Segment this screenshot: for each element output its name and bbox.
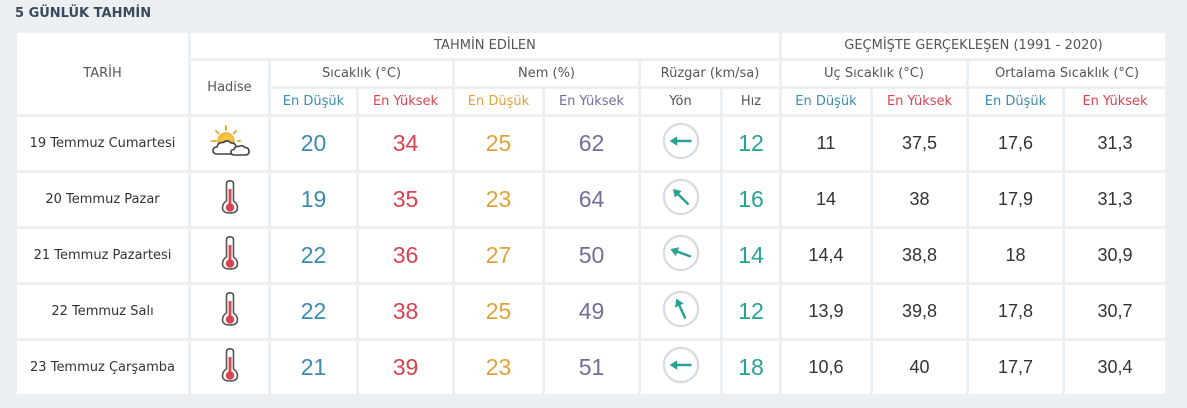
temp-min-cell: 19 [271, 173, 356, 226]
wind-direction-arrow-icon [662, 234, 699, 272]
extreme-max-cell: 37,5 [873, 117, 966, 170]
temp-min-cell: 22 [271, 285, 356, 338]
wind-direction-cell [641, 173, 720, 226]
temp-min-cell: 20 [271, 117, 356, 170]
hadise-cell [191, 173, 268, 226]
extreme-max-cell: 38,8 [873, 229, 966, 282]
header-uc-max: En Yüksek [873, 89, 966, 114]
average-min-cell: 17,9 [969, 173, 1062, 226]
wind-direction-arrow-icon [662, 290, 699, 328]
wind-direction-arrow-icon [662, 178, 699, 216]
humidity-min-cell: 27 [455, 229, 542, 282]
wind-speed-cell: 14 [723, 229, 779, 282]
humidity-max-cell: 64 [545, 173, 638, 226]
temp-min-cell: 22 [271, 229, 356, 282]
extreme-min-cell: 14 [782, 173, 870, 226]
hadise-cell [191, 285, 268, 338]
temp-max-cell: 39 [359, 341, 452, 394]
temp-max-cell: 34 [359, 117, 452, 170]
extreme-min-cell: 13,9 [782, 285, 870, 338]
header-hadise: Hadise [191, 61, 268, 114]
temp-min-cell: 21 [271, 341, 356, 394]
average-max-cell: 31,3 [1065, 173, 1165, 226]
header-tarih: TARİH [17, 33, 188, 114]
humidity-max-cell: 49 [545, 285, 638, 338]
header-uc-sicaklik: Uç Sıcaklık (°C) [782, 61, 966, 86]
humidity-max-cell: 62 [545, 117, 638, 170]
thermometer-icon [221, 347, 238, 382]
header-sicaklik: Sıcaklık (°C) [271, 61, 452, 86]
average-min-cell: 17,7 [969, 341, 1062, 394]
date-cell: 19 Temmuz Cumartesi [17, 117, 188, 170]
forecast-table: TARİH TAHMİN EDİLEN GEÇMİŞTE GERÇEKLEŞEN… [14, 30, 1168, 397]
hadise-cell [191, 341, 268, 394]
humidity-min-cell: 25 [455, 285, 542, 338]
header-ortalama-max: En Yüksek [1065, 89, 1165, 114]
header-hiz: Hız [723, 89, 779, 114]
header-sicaklik-min: En Düşük [271, 89, 356, 114]
date-cell: 23 Temmuz Çarşamba [17, 341, 188, 394]
average-max-cell: 31,3 [1065, 117, 1165, 170]
average-max-cell: 30,9 [1065, 229, 1165, 282]
table-row: 22 Temmuz Salı 22 38 25 49 12 13,9 39,8 … [17, 285, 1165, 338]
header-tahmin-edilen: TAHMİN EDİLEN [191, 33, 779, 58]
header-uc-min: En Düşük [782, 89, 870, 114]
extreme-max-cell: 38 [873, 173, 966, 226]
average-max-cell: 30,7 [1065, 285, 1165, 338]
table-row: 20 Temmuz Pazar 19 35 23 64 16 14 38 17,… [17, 173, 1165, 226]
thermometer-icon [221, 291, 238, 326]
humidity-max-cell: 50 [545, 229, 638, 282]
thermometer-icon [221, 235, 238, 270]
header-ortalama-min: En Düşük [969, 89, 1062, 114]
header-nem: Nem (%) [455, 61, 638, 86]
section-title: 5 GÜNLÜK TAHMİN [15, 6, 152, 21]
extreme-max-cell: 39,8 [873, 285, 966, 338]
temp-max-cell: 35 [359, 173, 452, 226]
hadise-cell [191, 229, 268, 282]
extreme-min-cell: 14,4 [782, 229, 870, 282]
extreme-max-cell: 40 [873, 341, 966, 394]
wind-direction-cell [641, 341, 720, 394]
average-min-cell: 17,6 [969, 117, 1062, 170]
wind-speed-cell: 16 [723, 173, 779, 226]
header-nem-max: En Yüksek [545, 89, 638, 114]
humidity-max-cell: 51 [545, 341, 638, 394]
wind-direction-cell [641, 285, 720, 338]
wind-direction-cell [641, 229, 720, 282]
table-row: 23 Temmuz Çarşamba 21 39 23 51 18 10,6 4… [17, 341, 1165, 394]
wind-direction-cell [641, 117, 720, 170]
date-cell: 21 Temmuz Pazartesi [17, 229, 188, 282]
header-ortalama-sicaklik: Ortalama Sıcaklık (°C) [969, 61, 1165, 86]
header-sicaklik-max: En Yüksek [359, 89, 452, 114]
humidity-min-cell: 25 [455, 117, 542, 170]
average-max-cell: 30,4 [1065, 341, 1165, 394]
hadise-cell [191, 117, 268, 170]
header-nem-min: En Düşük [455, 89, 542, 114]
wind-direction-arrow-icon [662, 122, 699, 160]
partly-cloudy-icon [210, 125, 250, 156]
wind-direction-arrow-icon [662, 346, 699, 384]
humidity-min-cell: 23 [455, 173, 542, 226]
date-cell: 20 Temmuz Pazar [17, 173, 188, 226]
wind-speed-cell: 12 [723, 117, 779, 170]
header-gecmiste-gerceklesen: GEÇMİŞTE GERÇEKLEŞEN (1991 - 2020) [782, 33, 1165, 58]
humidity-min-cell: 23 [455, 341, 542, 394]
date-cell: 22 Temmuz Salı [17, 285, 188, 338]
temp-max-cell: 36 [359, 229, 452, 282]
extreme-min-cell: 10,6 [782, 341, 870, 394]
temp-max-cell: 38 [359, 285, 452, 338]
average-min-cell: 18 [969, 229, 1062, 282]
table-row: 21 Temmuz Pazartesi 22 36 27 50 14 14,4 … [17, 229, 1165, 282]
header-yon: Yön [641, 89, 720, 114]
thermometer-icon [221, 179, 238, 214]
table-row: 19 Temmuz Cumartesi 20 34 25 62 12 11 37… [17, 117, 1165, 170]
wind-speed-cell: 18 [723, 341, 779, 394]
wind-speed-cell: 12 [723, 285, 779, 338]
header-ruzgar: Rüzgar (km/sa) [641, 61, 779, 86]
average-min-cell: 17,8 [969, 285, 1062, 338]
extreme-min-cell: 11 [782, 117, 870, 170]
